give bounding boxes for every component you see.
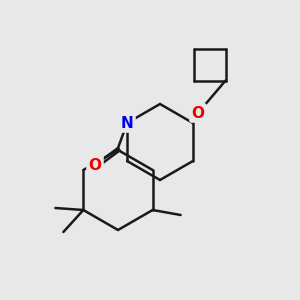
Text: N: N [121,116,134,130]
Text: O: O [88,158,101,172]
Text: O: O [191,106,205,121]
